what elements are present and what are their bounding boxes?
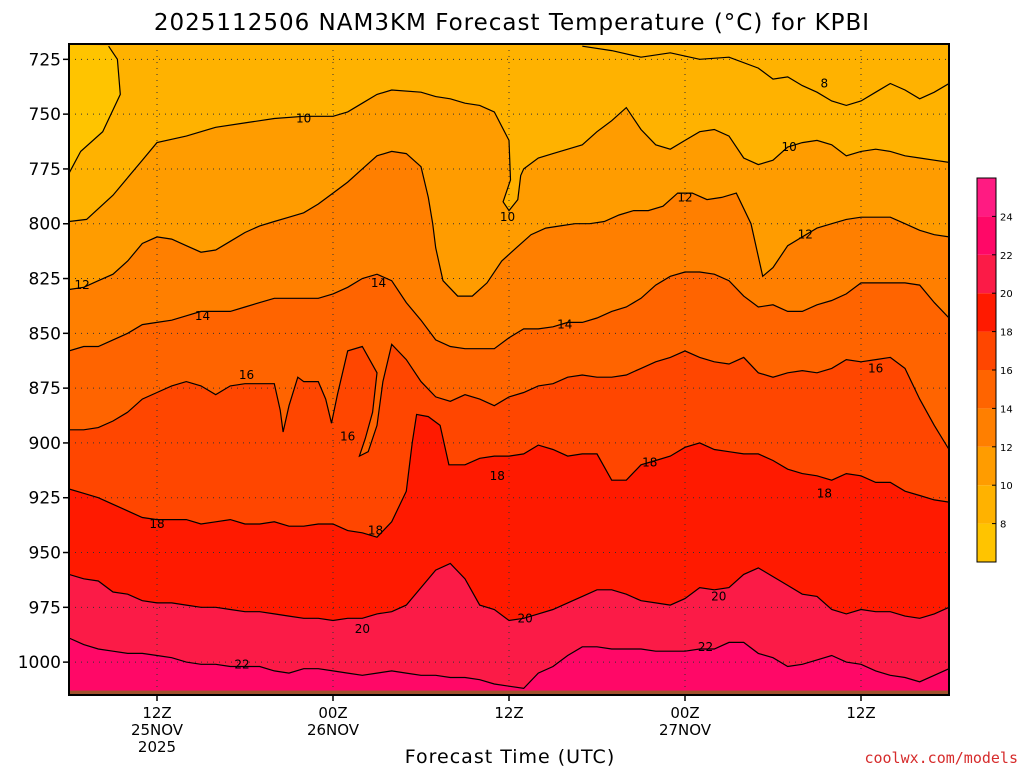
contour-label: 8 [821, 76, 829, 90]
contour-label: 16 [340, 429, 355, 443]
colorbar-band [977, 331, 996, 370]
colorbar-band [977, 370, 996, 409]
contour-line [69, 89, 949, 223]
contour-label: 20 [355, 622, 370, 636]
ground [69, 690, 949, 695]
contour-label: 14 [557, 318, 572, 332]
y-tick-label: 800 [29, 215, 61, 235]
colorbar-tick-label: 16 [1000, 366, 1013, 377]
colorbar-tick-label: 8 [1000, 520, 1006, 531]
contour-line [69, 45, 121, 174]
contour-label: 10 [296, 112, 311, 126]
x-tick-label: 26NOV [307, 721, 360, 739]
contour-label: 14 [195, 309, 210, 323]
contour-line [69, 562, 949, 622]
y-tick-label: 900 [29, 434, 61, 454]
colorbar-band [977, 178, 996, 217]
ground-strip [69, 690, 949, 695]
colorbar-band [977, 485, 996, 524]
x-tick-label: 25NOV [131, 721, 184, 739]
contour-label: 18 [817, 486, 832, 500]
x-axis-label: Forecast Time (UTC) [405, 746, 615, 768]
x-tick-label: 12Z [142, 704, 171, 722]
y-tick-label: 1000 [18, 653, 61, 673]
contour-label: 10 [500, 210, 515, 224]
colorbar-band [977, 408, 996, 447]
colorbar-tick-label: 24 [1000, 212, 1013, 223]
contour-line [69, 271, 949, 352]
contour-label: 16 [239, 368, 254, 382]
contour-line [69, 637, 949, 690]
contour-line [69, 150, 949, 297]
contour-label: 16 [868, 361, 883, 375]
contour-label: 18 [368, 524, 383, 538]
band-fill [69, 44, 121, 174]
y-tick-label: 825 [29, 270, 61, 290]
colorbar-band [977, 254, 996, 294]
x-tick-label: 12Z [494, 704, 523, 722]
contour-label: 14 [371, 276, 386, 290]
contour-line [582, 45, 949, 107]
contour-label: 18 [149, 517, 164, 531]
contour-label: 12 [798, 228, 813, 242]
x-tick-label: 00Z [318, 704, 347, 722]
contour-label: 20 [517, 611, 532, 625]
y-tick-label: 750 [29, 105, 61, 125]
colorbar-band [977, 293, 996, 332]
colorbar-band [977, 446, 996, 486]
y-tick-label: 925 [29, 489, 61, 509]
contour-label: 18 [642, 456, 657, 470]
y-tick-label: 950 [29, 544, 61, 564]
contour-line [69, 413, 949, 538]
contour-label: 20 [711, 589, 726, 603]
axes: 725 750 775 800 825 850 875 900 925 950 975 1000 12Z… [18, 43, 950, 756]
y-tick-label: 775 [29, 160, 61, 180]
y-tick-label: 875 [29, 379, 61, 399]
x-tick-label: 00Z [670, 704, 699, 722]
colorbar: 8 10 12 14 16 18 20 22 24 [976, 177, 1013, 563]
contour-label: 10 [781, 140, 796, 154]
colorbar-tick-label: 22 [1000, 251, 1013, 262]
colorbar-tick-label: 12 [1000, 443, 1013, 454]
contour-lines [69, 45, 949, 690]
x-tick-label: 2025 [138, 738, 176, 756]
chart-title: 2025112506 NAM3KM Forecast Temperature (… [154, 10, 870, 36]
contour-label: 22 [234, 657, 249, 671]
y-tick-label: 975 [29, 598, 61, 618]
colorbar-tick-label: 20 [1000, 289, 1013, 300]
x-tick-label: 12Z [846, 704, 875, 722]
band-fill [69, 638, 949, 695]
contour-label: 22 [698, 640, 713, 654]
contour-labels: 8 10 10 10 12 12 12 14 14 14 16 16 16 18 18 18 18 18 20 20 2… [75, 76, 884, 671]
contour-label: 12 [75, 278, 90, 292]
colorbar-tick-label: 10 [1000, 481, 1013, 492]
contour-label: 18 [490, 469, 505, 483]
colorbar-tick-label: 14 [1000, 404, 1013, 415]
colorbar-tick-label: 18 [1000, 328, 1013, 339]
colorbar-band [977, 216, 996, 255]
contour-label: 12 [677, 190, 692, 204]
contour-line [69, 343, 949, 458]
colorbar-band [977, 523, 996, 562]
x-tick-label: 27NOV [659, 721, 712, 739]
y-tick-label: 850 [29, 324, 61, 344]
y-tick-label: 725 [29, 50, 61, 70]
credit-text: coolwx.com/models [864, 749, 1018, 767]
